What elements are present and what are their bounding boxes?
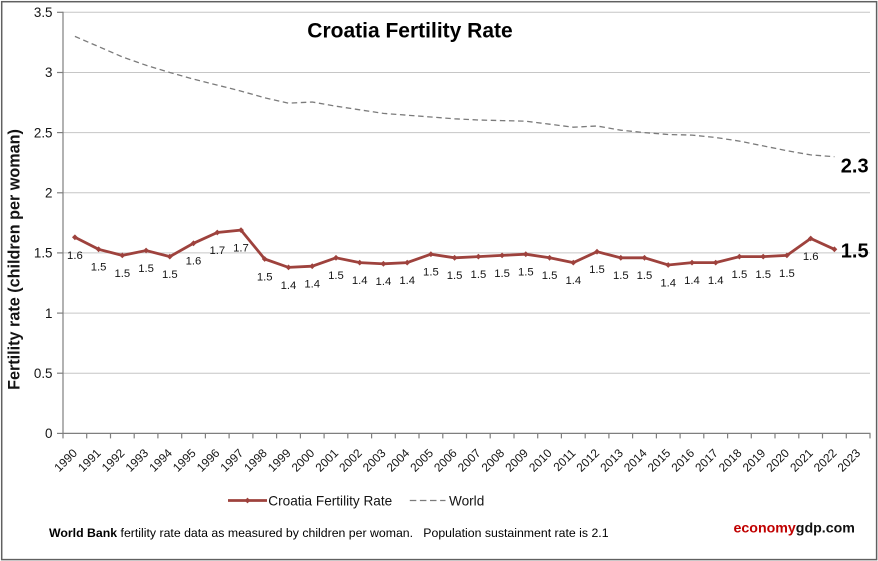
svg-text:0.5: 0.5 [34,366,53,381]
svg-text:Fertility rate (children per w: Fertility rate (children per woman) [6,129,24,390]
svg-text:1.5: 1.5 [138,263,154,275]
svg-text:1.6: 1.6 [186,256,202,268]
svg-text:1.4: 1.4 [352,275,368,287]
svg-text:1.5: 1.5 [257,271,273,283]
svg-text:1.5: 1.5 [732,269,748,281]
svg-text:World Bank fertility rate dat: World Bank fertility rate data as measur… [49,526,609,540]
svg-text:1.5: 1.5 [494,268,510,280]
svg-text:1.4: 1.4 [376,276,392,288]
svg-text:1.4: 1.4 [281,280,297,292]
svg-text:2: 2 [45,186,52,201]
svg-text:1.4: 1.4 [304,279,320,291]
svg-text:Croatia Fertility Rate: Croatia Fertility Rate [307,19,512,42]
svg-text:1.5: 1.5 [589,264,605,276]
svg-text:1.4: 1.4 [660,277,676,289]
svg-text:1.5: 1.5 [471,269,487,281]
svg-text:1.4: 1.4 [565,275,581,287]
svg-text:1.5: 1.5 [423,267,439,279]
svg-text:1.5: 1.5 [518,267,534,279]
svg-text:World: World [449,493,484,508]
svg-text:1.5: 1.5 [162,269,178,281]
svg-text:1.6: 1.6 [67,250,83,262]
svg-text:1.5: 1.5 [841,240,869,262]
svg-text:3.5: 3.5 [34,5,53,20]
svg-text:1.4: 1.4 [399,275,415,287]
svg-text:3: 3 [45,65,52,80]
svg-text:1.5: 1.5 [613,270,629,282]
svg-text:1.5: 1.5 [755,269,771,281]
svg-text:1.5: 1.5 [91,262,107,274]
svg-text:1.7: 1.7 [209,245,225,257]
svg-text:economygdp.com: economygdp.com [734,520,855,536]
svg-text:1.5: 1.5 [637,270,653,282]
svg-text:Croatia Fertility Rate: Croatia Fertility Rate [268,493,392,508]
svg-text:2.3: 2.3 [841,155,869,177]
svg-text:1.5: 1.5 [542,270,558,282]
svg-text:1.5: 1.5 [779,268,795,280]
svg-text:1.7: 1.7 [233,243,249,255]
svg-text:1.5: 1.5 [328,270,344,282]
svg-text:1.5: 1.5 [34,246,53,261]
svg-text:1.6: 1.6 [803,251,819,263]
svg-text:1.4: 1.4 [708,275,724,287]
svg-text:1: 1 [45,306,52,321]
svg-text:0: 0 [45,426,52,441]
svg-text:2.5: 2.5 [34,125,53,140]
svg-text:1.5: 1.5 [114,268,130,280]
svg-text:1.4: 1.4 [684,275,700,287]
svg-text:1.5: 1.5 [447,270,463,282]
